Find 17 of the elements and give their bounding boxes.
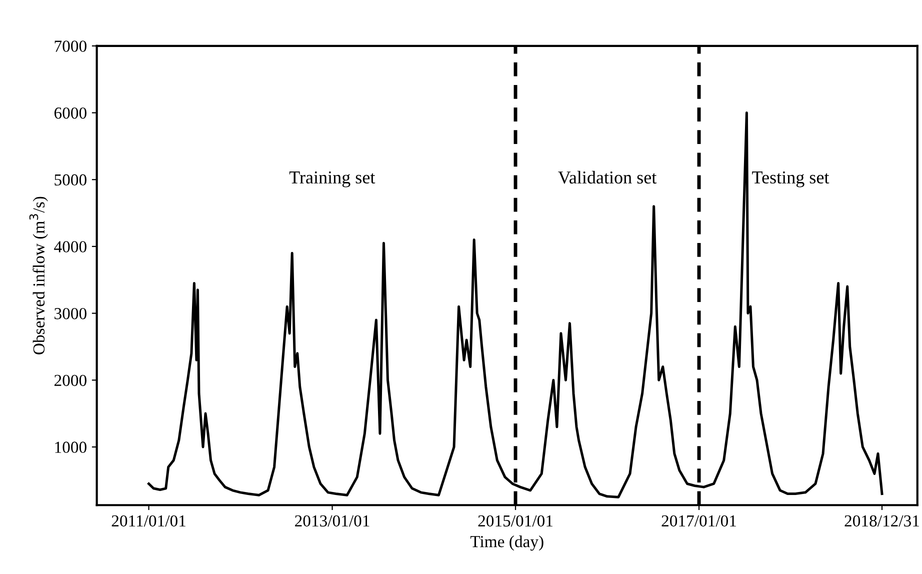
x-tick-label: 2017/01/01	[662, 515, 736, 527]
annotation: Validation set	[558, 170, 657, 184]
y-axis-title: Observed inflow (m$^{3}$/s)	[29, 196, 48, 354]
annotation: Training set	[289, 171, 376, 188]
x-tick-label: 2013/01/01	[295, 515, 370, 527]
x-axis-title: Time (day)	[470, 536, 544, 551]
y-tick-label: 6000	[54, 107, 86, 119]
x-tick-label: 2015/01/01	[478, 515, 552, 527]
y-tick-label: 1000	[55, 442, 86, 453]
y-tick-label: 3000	[54, 308, 86, 320]
x-tick-label: 2018/12/31	[844, 515, 919, 527]
y-tick-label: 4000	[54, 241, 86, 252]
annotation: Testing set	[752, 171, 830, 188]
y-tick-label: 2000	[54, 374, 86, 386]
x-tick-label: 2011/01/01	[112, 515, 186, 527]
y-tick-label: 5000	[54, 174, 86, 186]
y-tick-label: 7000	[54, 40, 86, 52]
